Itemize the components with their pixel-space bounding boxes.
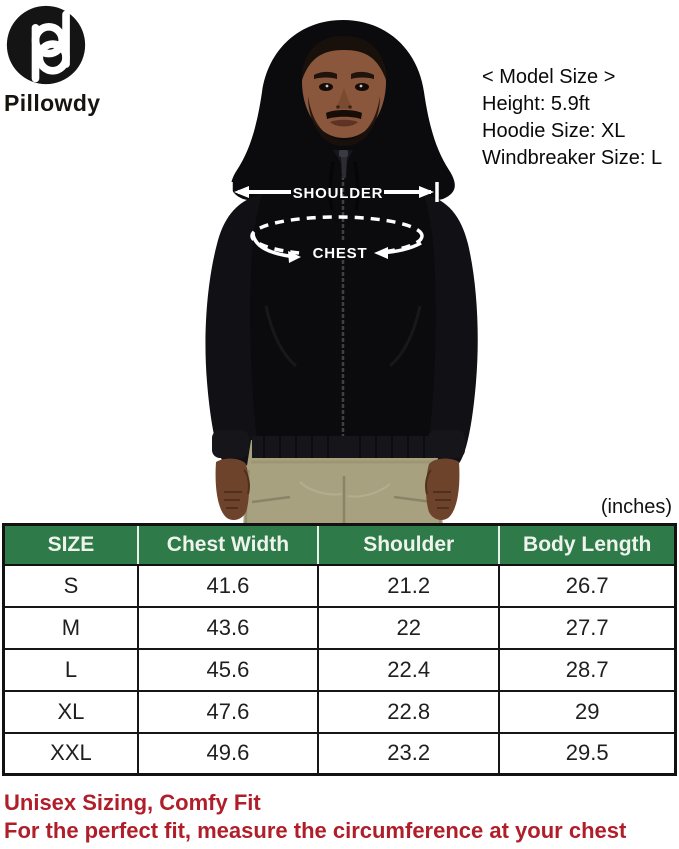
cell-length: 29: [498, 689, 677, 734]
size-table-header-row: SIZE Chest Width Shoulder Body Length: [3, 524, 676, 566]
size-chart-table: SIZE Chest Width Shoulder Body Length S …: [2, 523, 677, 776]
model-face: [302, 36, 386, 146]
model-size-info: < Model Size > Height: 5.9ft Hoodie Size…: [482, 64, 662, 172]
table-row-m: M 43.6 22 27.7: [2, 605, 677, 650]
cell-shoulder: 22.4: [316, 647, 501, 692]
cell-chest: 49.6: [136, 731, 319, 776]
brand-name: Pillowdy: [4, 90, 101, 116]
cell-shoulder: 23.2: [316, 731, 501, 776]
col-header-chest-width: Chest Width: [136, 524, 318, 566]
cell-length: 28.7: [498, 647, 677, 692]
cell-size: S: [2, 563, 139, 608]
table-row-xl: XL 47.6 22.8 29: [2, 689, 677, 734]
fit-note-line1: Unisex Sizing, Comfy Fit: [4, 790, 261, 815]
col-header-body-length: Body Length: [498, 524, 676, 566]
col-header-size: SIZE: [3, 524, 138, 566]
col-header-shoulder: Shoulder: [316, 524, 500, 566]
table-row-s: S 41.6 21.2 26.7: [2, 563, 677, 608]
model-height: Height: 5.9ft: [482, 93, 590, 115]
fit-note-line2: For the perfect fit, measure the circumf…: [4, 818, 627, 843]
cell-chest: 43.6: [136, 605, 319, 650]
cell-chest: 47.6: [136, 689, 319, 734]
model-windbreaker-size: Windbreaker Size: L: [482, 147, 663, 169]
hoodie-right-sleeve: [424, 194, 478, 469]
cell-shoulder: 22: [316, 605, 501, 650]
shoulder-label: SHOULDER: [293, 185, 384, 202]
table-row-xxl: XXL 49.6 23.2 29.5: [2, 731, 677, 776]
chest-label: CHEST: [313, 245, 368, 262]
cell-size: L: [2, 647, 139, 692]
cell-size: M: [2, 605, 139, 650]
shoulder-measure-annotation: SHOULDER: [229, 182, 439, 202]
cell-length: 26.7: [498, 563, 677, 608]
brand-logo: [4, 3, 88, 87]
cell-length: 27.7: [498, 605, 677, 650]
units-note: (inches): [600, 496, 672, 518]
hoodie-hem-and-cuffs: [212, 430, 465, 458]
model-photo: SHOULDER CHEST: [205, 20, 478, 528]
cell-length: 29.5: [498, 731, 677, 776]
cell-chest: 41.6: [136, 563, 319, 608]
chest-measure-annotation: CHEST: [250, 215, 424, 263]
cell-chest: 45.6: [136, 647, 319, 692]
cell-shoulder: 22.8: [316, 689, 501, 734]
pillowdy-monogram-icon: [6, 5, 86, 85]
hoodie-details: [264, 150, 422, 436]
cell-shoulder: 21.2: [316, 563, 501, 608]
cell-size: XL: [2, 689, 139, 734]
cell-size: XXL: [2, 731, 139, 776]
model-hands: [215, 458, 460, 520]
model-size-title: < Model Size >: [482, 66, 616, 88]
model-hoodie-size: Hoodie Size: XL: [482, 120, 626, 142]
hoodie-left-sleeve: [205, 194, 262, 469]
table-row-l: L 45.6 22.4 28.7: [2, 647, 677, 692]
